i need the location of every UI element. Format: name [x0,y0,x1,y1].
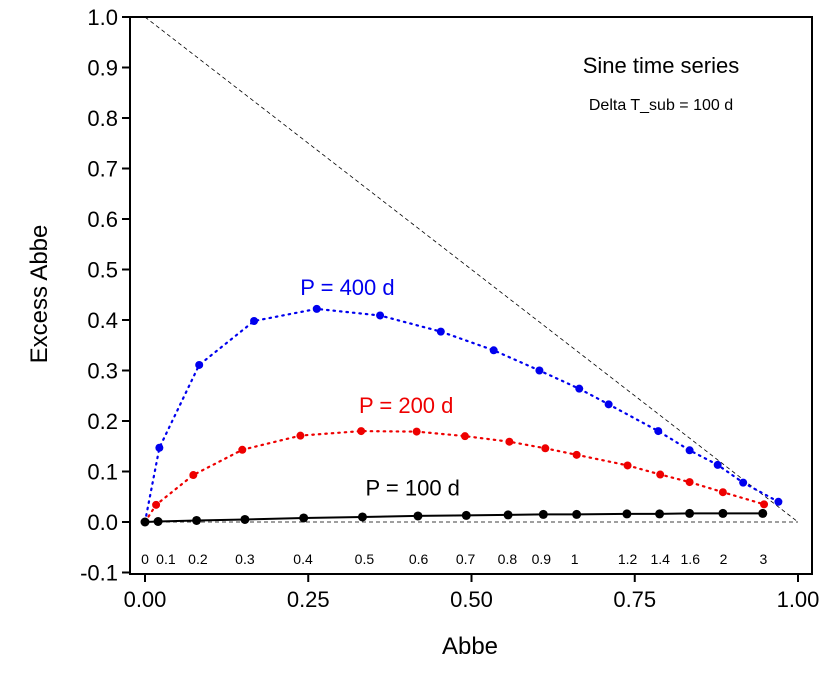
parameter-label: 1 [571,551,579,567]
parameter-label: 1.2 [618,551,638,567]
x-tick-label: 0.00 [124,587,167,612]
y-tick-label: 0.4 [87,308,118,333]
data-point-p-200-d [152,500,161,509]
data-point-p-100-d [685,508,695,518]
reference-line-upper-bound [144,16,799,523]
data-point-p-400-d [155,443,164,452]
parameter-label: 0.7 [456,551,476,567]
data-point-p-400-d [250,317,259,326]
y-tick-label: 0.6 [87,207,118,232]
parameter-label: 0.4 [293,551,313,567]
y-tick-label: 0.2 [87,409,118,434]
data-point-p-100-d [357,512,367,522]
data-point-p-400-d [535,366,544,375]
data-point-p-200-d [656,470,665,479]
series-line-p-400-d [143,307,780,524]
parameter-label: 0.8 [498,551,518,567]
data-point-p-400-d [654,427,663,436]
data-point-p-100-d [192,515,202,525]
data-point-p-200-d [460,432,469,441]
data-point-p-100-d [572,509,582,519]
y-axis-title: Excess Abbe [26,225,53,364]
data-point-p-100-d [461,510,471,520]
data-point-p-100-d [153,516,163,526]
series-line-p-100-d [144,512,763,523]
y-tick-label: -0.1 [80,561,118,586]
data-point-p-100-d [622,509,632,519]
data-point-p-100-d [140,517,150,527]
parameter-label: 2 [720,551,728,567]
x-tick-label: 0.25 [287,587,330,612]
parameter-label: 0 [141,551,149,567]
reference-lines [144,16,799,523]
y-tick-label: 0.9 [87,56,118,81]
x-tick-label: 0.75 [613,587,656,612]
parameter-label: 0.9 [532,551,552,567]
y-tick-label: 0.5 [87,258,118,283]
chart-subtitle: Delta T_sub = 100 d [589,97,733,114]
data-point-p-400-d [489,346,498,355]
data-point-p-100-d [299,513,309,523]
data-point-p-200-d [685,478,694,487]
data-point-p-200-d [296,431,305,440]
data-point-p-200-d [760,500,769,509]
data-point-p-200-d [189,471,198,480]
data-point-p-200-d [357,427,366,436]
data-point-p-100-d [655,509,665,519]
series-label-p-200-d: P = 200 d [359,393,453,418]
parameter-label: 0.1 [156,551,176,567]
parameter-label: 1.4 [650,551,670,567]
data-point-p-200-d [718,488,727,497]
parameter-label: 0.6 [409,551,429,567]
series-label-p-100-d: P = 100 d [366,476,460,501]
chart-title: Sine time series [583,53,740,78]
data-point-p-200-d [412,427,421,436]
parameter-label: 0.5 [355,551,375,567]
y-tick-label: 0.1 [87,460,118,485]
y-tick-label: 0.3 [87,359,118,384]
data-point-p-200-d [541,444,550,453]
data-point-p-400-d [774,497,783,506]
data-point-p-400-d [713,460,722,469]
data-point-p-200-d [505,437,514,446]
parameter-label: 3 [759,551,767,567]
data-point-p-100-d [758,508,768,518]
data-point-p-100-d [718,508,728,518]
parameter-label: 1.6 [681,551,701,567]
data-point-p-400-d [575,384,584,393]
y-tick-label: 0.0 [87,510,118,535]
x-tick-label: 0.50 [450,587,493,612]
axes: 0.00 0.25 0.50 0.75 1.00-0.10.00.10.20.30.40… [80,5,819,612]
data-point-p-100-d [538,509,548,519]
data-point-p-400-d [739,478,748,487]
x-tick-label: 1.00 [777,587,820,612]
y-tick-label: 0.7 [87,157,118,182]
data-point-p-100-d [503,510,513,520]
data-point-p-200-d [238,445,247,454]
data-point-p-400-d [436,327,445,336]
series-layer [140,304,783,527]
y-tick-label: 1.0 [87,5,118,30]
data-point-p-200-d [623,461,632,470]
data-point-p-100-d [413,511,423,521]
data-point-p-400-d [604,400,613,409]
x-axis-title: Abbe [442,633,498,660]
parameter-label: 0.2 [188,551,208,567]
series-label-p-400-d: P = 400 d [300,275,394,300]
series-line-p-200-d [143,429,766,524]
y-tick-label: 0.8 [87,106,118,131]
data-point-p-100-d [240,514,250,524]
data-point-p-400-d [376,311,385,320]
data-point-p-400-d [685,446,694,455]
data-point-p-400-d [312,304,321,313]
chart-text: Sine time series Delta T_sub = 100 d Abb… [26,53,767,660]
data-point-p-400-d [195,360,204,369]
parameter-label: 0.3 [235,551,255,567]
data-point-p-200-d [572,450,581,459]
